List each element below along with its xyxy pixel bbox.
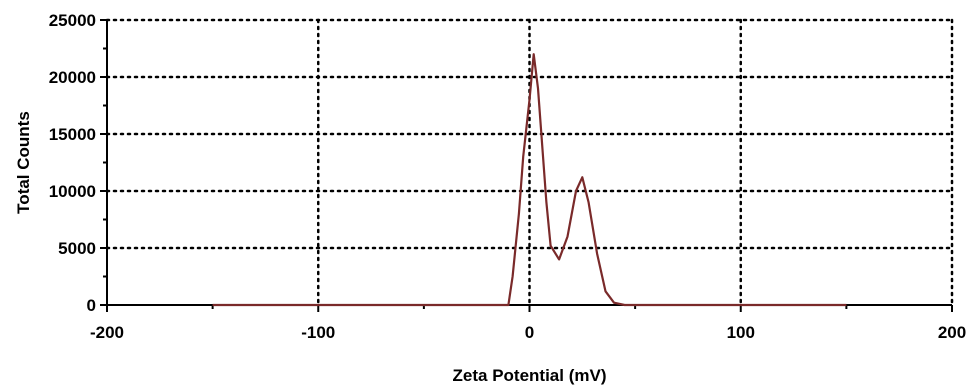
tick-labels: 0 5000 10000 15000 20000 25000 -200 -100 0 100 200 xyxy=(49,11,966,342)
y-tick-label: 20000 xyxy=(49,68,96,87)
x-tick-label: 200 xyxy=(938,323,966,342)
x-axis-title: Zeta Potential (mV) xyxy=(453,366,607,385)
y-tick-label: 15000 xyxy=(49,125,96,144)
ticks xyxy=(100,19,953,312)
series xyxy=(212,53,847,307)
grid xyxy=(105,18,954,307)
series-line xyxy=(212,53,847,307)
x-tick-label: -200 xyxy=(90,323,124,342)
y-tick-label: 5000 xyxy=(58,239,96,258)
x-tick-label: -100 xyxy=(301,323,335,342)
y-tick-label: 10000 xyxy=(49,182,96,201)
x-tick-label: 0 xyxy=(525,323,534,342)
x-tick-label: 100 xyxy=(727,323,755,342)
y-axis-title: Total Counts xyxy=(14,111,33,214)
y-tick-label: 25000 xyxy=(49,11,96,30)
y-tick-label: 0 xyxy=(87,296,96,315)
